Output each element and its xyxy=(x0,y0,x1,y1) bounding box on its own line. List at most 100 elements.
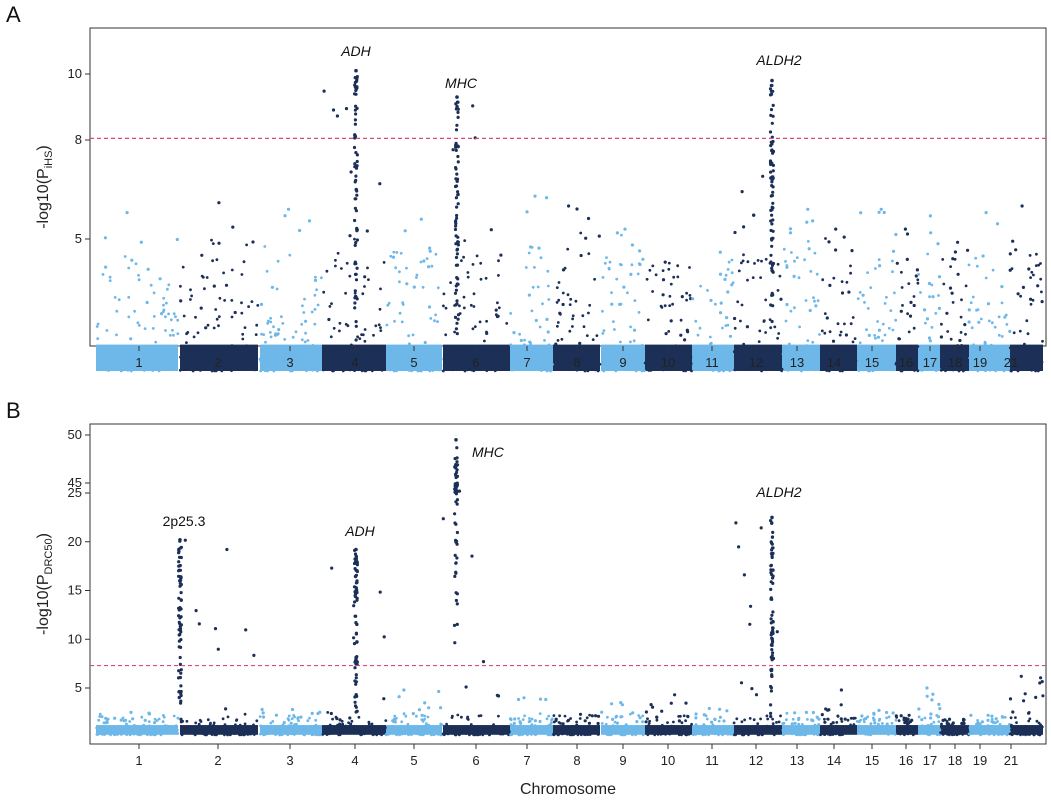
data-point xyxy=(149,283,153,287)
data-point xyxy=(407,334,410,338)
data-point xyxy=(322,365,326,369)
data-point xyxy=(230,315,234,319)
data-point xyxy=(344,291,347,295)
data-point xyxy=(127,266,131,270)
data-point xyxy=(996,732,1000,736)
data-point xyxy=(153,717,157,721)
data-point xyxy=(238,360,241,363)
data-point xyxy=(340,267,343,270)
data-point xyxy=(819,733,822,737)
data-point xyxy=(689,362,693,365)
peak-label: ADH xyxy=(344,523,375,539)
data-point xyxy=(920,369,924,372)
data-point xyxy=(299,715,303,719)
data-point xyxy=(860,714,864,718)
data-point xyxy=(598,362,602,366)
data-point xyxy=(771,656,776,661)
data-point xyxy=(867,369,870,373)
data-point xyxy=(261,358,265,362)
data-point xyxy=(895,261,899,265)
data-point xyxy=(657,726,660,730)
data-point xyxy=(455,498,459,502)
data-point xyxy=(96,730,100,734)
data-point xyxy=(926,723,930,727)
data-point xyxy=(316,303,320,307)
data-point xyxy=(154,340,158,344)
data-point xyxy=(1011,710,1015,714)
data-point xyxy=(455,446,459,450)
data-point xyxy=(181,265,185,269)
data-point xyxy=(455,104,459,108)
y-tick-label: 50 xyxy=(68,427,82,442)
data-point xyxy=(721,326,724,330)
data-point xyxy=(953,250,958,254)
data-point xyxy=(151,327,155,330)
data-point xyxy=(967,263,971,267)
data-point xyxy=(336,251,340,255)
data-point xyxy=(826,732,830,736)
data-point xyxy=(456,110,460,114)
data-point xyxy=(770,668,774,673)
data-point xyxy=(274,713,278,717)
data-point xyxy=(613,328,616,331)
data-point xyxy=(455,252,459,256)
data-point xyxy=(533,266,536,269)
data-point xyxy=(939,731,942,734)
data-point xyxy=(409,732,413,736)
data-band xyxy=(386,725,442,735)
data-point xyxy=(770,535,775,539)
data-point xyxy=(260,707,264,712)
data-point xyxy=(680,295,684,299)
data-point xyxy=(486,365,490,368)
data-point xyxy=(760,369,763,373)
data-point xyxy=(839,688,844,692)
y-tick-label: 25 xyxy=(68,485,82,500)
data-point xyxy=(891,270,894,274)
data-point xyxy=(891,711,895,715)
data-point xyxy=(456,107,460,111)
data-point xyxy=(469,723,473,726)
data-point xyxy=(442,292,446,296)
data-point xyxy=(984,211,988,215)
data-point xyxy=(962,721,966,726)
data-point xyxy=(906,312,909,316)
data-point xyxy=(255,323,259,327)
data-point xyxy=(250,300,254,303)
data-point xyxy=(106,727,109,731)
data-point xyxy=(99,359,103,363)
data-point xyxy=(465,731,469,734)
data-point xyxy=(428,249,432,253)
data-point xyxy=(393,720,397,724)
data-point xyxy=(363,275,367,279)
data-point xyxy=(147,727,151,731)
data-point xyxy=(924,321,927,325)
data-point xyxy=(759,526,763,530)
data-point xyxy=(583,369,587,373)
data-point xyxy=(475,254,479,258)
data-point xyxy=(325,733,329,736)
x-tick-label: 14 xyxy=(827,753,841,768)
data-band xyxy=(180,344,258,371)
data-point xyxy=(484,276,488,280)
data-point xyxy=(733,326,737,330)
data-point xyxy=(924,732,928,735)
data-point xyxy=(178,655,182,660)
data-point xyxy=(146,267,150,271)
data-point xyxy=(960,721,964,726)
data-point xyxy=(684,701,688,705)
data-point xyxy=(425,257,429,260)
data-point xyxy=(890,721,894,725)
data-point xyxy=(594,714,598,718)
data-point xyxy=(793,711,797,715)
data-point xyxy=(294,731,297,735)
data-point xyxy=(353,291,357,295)
data-point xyxy=(925,317,930,321)
data-point xyxy=(674,728,678,732)
data-point xyxy=(133,724,136,727)
data-point xyxy=(788,342,791,346)
data-point xyxy=(395,345,398,349)
data-point xyxy=(646,318,650,322)
peak-label: MHC xyxy=(445,75,478,91)
data-point xyxy=(455,530,459,535)
data-point xyxy=(466,368,470,371)
